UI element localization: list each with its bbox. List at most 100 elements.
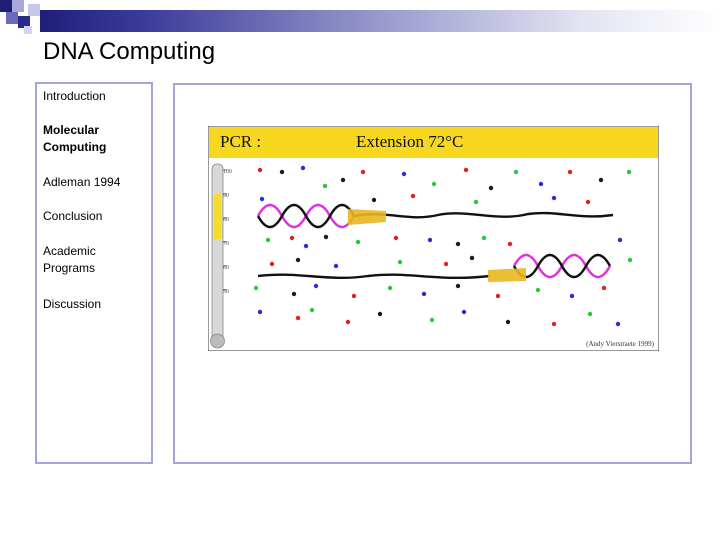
slide-title: DNA Computing <box>43 38 216 65</box>
decor-square <box>28 4 40 16</box>
nucleotide-dot <box>507 241 513 247</box>
nucleotide-dot <box>431 181 437 187</box>
thermometer-tube <box>211 163 224 342</box>
pcr-extension-figure: PCR : Extension 72°C 100 90 80 70 60 50 <box>208 126 659 351</box>
nucleotide-dot <box>598 177 604 183</box>
nucleotide-dot <box>461 309 467 315</box>
nav-item-molecular-computing[interactable]: Molecular Computing <box>43 123 107 154</box>
nucleotide-dot <box>340 177 346 183</box>
nucleotide-dot <box>269 261 275 267</box>
thermometer-label: 100 <box>223 169 232 175</box>
nucleotide-dot <box>323 234 329 240</box>
thermometer-bulb <box>210 333 225 349</box>
thermometer-label: 80 <box>223 217 229 223</box>
nucleotide-dot <box>309 307 315 313</box>
decor-square <box>18 16 30 28</box>
nucleotide-dot <box>259 196 265 202</box>
thermometer-label: 70 <box>223 241 229 247</box>
nucleotide-dot <box>371 197 377 203</box>
helix-strand <box>512 253 612 279</box>
nucleotide-dot <box>429 317 435 323</box>
free-nucleotides <box>253 165 633 327</box>
thermometer-label: 50 <box>223 289 229 295</box>
decor-square <box>0 0 12 12</box>
thermometer: 100 90 80 70 60 50 <box>210 163 232 349</box>
nucleotide-dot <box>567 169 573 175</box>
nucleotide-dot <box>601 285 607 291</box>
nucleotide-dot <box>469 255 475 261</box>
title-bar-decoration <box>0 0 720 36</box>
nucleotide-dot <box>257 309 263 315</box>
nucleotide-dot <box>303 243 309 249</box>
navigation-panel: Introduction Molecular Computing Adleman… <box>35 82 153 464</box>
thermometer-label: 90 <box>223 193 229 199</box>
nav-item-adleman-1994[interactable]: Adleman 1994 <box>43 175 121 189</box>
nucleotide-dot <box>387 285 393 291</box>
thermometer-mercury <box>214 194 221 239</box>
nucleotide-dot <box>397 259 403 265</box>
nucleotide-dot <box>627 257 633 263</box>
nucleotide-dot <box>495 293 501 299</box>
figure-banner <box>209 127 658 158</box>
nucleotide-dot <box>443 261 449 267</box>
nucleotide-dot <box>253 285 259 291</box>
dna-strand-top <box>256 203 614 229</box>
nucleotide-dot <box>289 235 295 241</box>
nucleotide-dot <box>393 235 399 241</box>
polymerase <box>348 209 386 225</box>
nucleotide-dot <box>300 165 306 171</box>
nucleotide-dot <box>455 241 461 247</box>
nucleotide-dot <box>569 293 575 299</box>
nucleotide-dot <box>322 183 328 189</box>
nucleotide-dot <box>360 169 366 175</box>
nucleotide-dot <box>535 287 541 293</box>
nucleotide-dot <box>463 167 469 173</box>
nucleotide-dot <box>585 199 591 205</box>
figure-heading-left: PCR : <box>220 132 261 151</box>
nucleotide-dot <box>265 237 271 243</box>
helix-strand <box>256 203 356 229</box>
nucleotide-dot <box>401 171 407 177</box>
nucleotide-dot <box>513 169 519 175</box>
nucleotide-dot <box>295 315 301 321</box>
nucleotide-dot <box>427 237 433 243</box>
nucleotide-dot <box>333 263 339 269</box>
template-strand <box>257 273 491 280</box>
nucleotide-dot <box>410 193 416 199</box>
nucleotide-dot <box>295 257 301 263</box>
figure-heading-right: Extension 72°C <box>356 132 463 151</box>
nucleotide-dot <box>279 169 285 175</box>
nav-item-introduction[interactable]: Introduction <box>43 89 106 103</box>
template-strand <box>353 211 614 219</box>
nucleotide-dot <box>551 195 557 201</box>
polymerase <box>488 268 526 282</box>
decor-square <box>24 26 32 34</box>
nav-item-academic-programs[interactable]: Academic Programs <box>43 244 96 275</box>
dna-strand-bottom <box>257 253 612 282</box>
nucleotide-dot <box>481 235 487 241</box>
nucleotide-dot <box>257 167 263 173</box>
decor-square <box>6 12 18 24</box>
nucleotide-dot <box>351 293 357 299</box>
nucleotide-dot <box>377 311 383 317</box>
nucleotide-dot <box>473 199 479 205</box>
nucleotide-dot <box>291 291 297 297</box>
nucleotide-dot <box>551 321 557 327</box>
nav-item-conclusion[interactable]: Conclusion <box>43 209 103 223</box>
nucleotide-dot <box>421 291 427 297</box>
nucleotide-dot <box>615 321 621 327</box>
decor-square <box>12 0 24 12</box>
nucleotide-dot <box>626 169 632 175</box>
figure-background <box>208 126 659 351</box>
nucleotide-dot <box>455 283 461 289</box>
nucleotide-dot <box>587 311 593 317</box>
nucleotide-dot <box>538 181 544 187</box>
nucleotide-dot <box>488 185 494 191</box>
nucleotide-dot <box>355 239 361 245</box>
title-bar-gradient <box>40 10 720 32</box>
nucleotide-dot <box>313 283 319 289</box>
nucleotide-dot <box>617 237 623 243</box>
nav-item-discussion[interactable]: Discussion <box>43 297 102 311</box>
nucleotide-dot <box>505 319 511 325</box>
figure-credit: (Andy Vierstraete 1999) <box>586 340 655 348</box>
